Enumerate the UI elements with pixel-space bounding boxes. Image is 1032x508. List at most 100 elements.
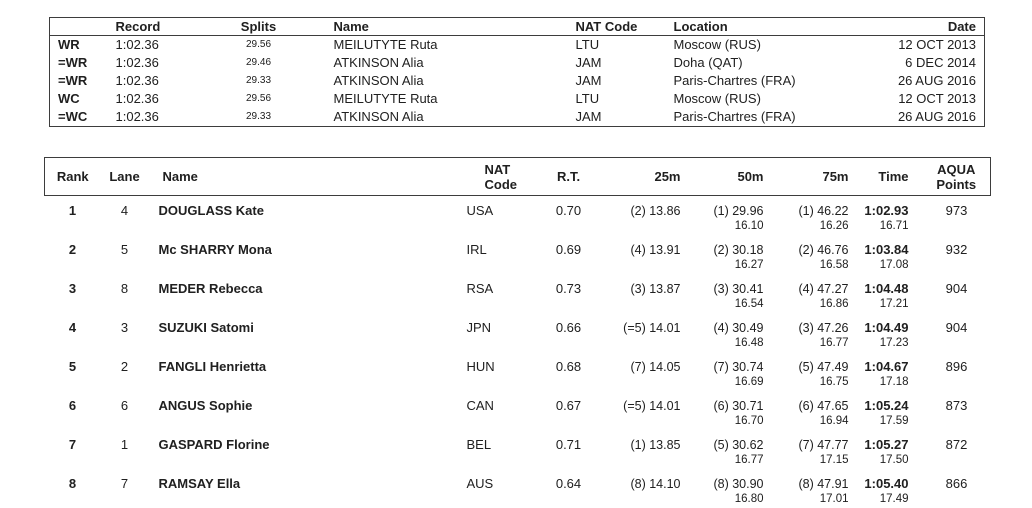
records-header-row: Record Splits Name NAT Code Location Dat… (49, 18, 985, 36)
record-row: WC 1:02.36 29.56 MEILUTYTE Ruta LTU Mosc… (50, 90, 985, 108)
result-nat-code: CAN (466, 398, 494, 413)
result-row: 3 8 MEDER Rebecca RSA 0.73 (3) 13.87 (3)… (45, 274, 991, 313)
result-aqua-points: 896 (945, 359, 968, 374)
result-nat-code: AUS (466, 476, 494, 491)
result-row: 6 6 ANGUS Sophie CAN 0.67 (=5) 14.01 (6)… (45, 391, 991, 430)
record-row: WR 1:02.36 29.56 MEILUTYTE Ruta LTU Mosc… (50, 36, 985, 55)
result-50m-split: (2) 30.18 16.27 (713, 243, 764, 271)
record-splits: 29.46 (245, 57, 272, 68)
result-rank: 3 (68, 281, 77, 296)
result-final-time: 1:04.49 17.23 (864, 320, 909, 350)
record-time: 1:02.36 (115, 91, 159, 106)
result-lane: 1 (120, 437, 129, 452)
result-50m-split: (8) 30.90 16.80 (713, 477, 764, 505)
results-header-row: Rank Lane Name NAT Code R.T. 25m 50m 75m… (44, 157, 991, 196)
result-rank: 1 (68, 203, 77, 218)
result-swimmer-name: GASPARD Florine (158, 437, 270, 452)
result-75m-split: (7) 47.77 17.15 (798, 438, 849, 466)
result-lane: 7 (120, 476, 129, 491)
results-document-page: Record Splits Name NAT Code Location Dat… (44, 17, 991, 505)
result-rank: 5 (68, 359, 77, 374)
record-splits: 29.33 (245, 75, 272, 86)
result-reaction-time: 0.71 (555, 437, 582, 452)
result-row: 2 5 Mc SHARRY Mona IRL 0.69 (4) 13.91 (2… (45, 235, 991, 274)
result-aqua-points: 873 (945, 398, 968, 413)
record-holder-name: ATKINSON Alia (333, 73, 424, 88)
result-25m-split: (2) 13.86 (630, 204, 681, 218)
records-header-splits: Splits (240, 19, 277, 34)
result-lane: 2 (120, 359, 129, 374)
result-25m-split: (=5) 14.01 (623, 399, 681, 413)
records-table: Record Splits Name NAT Code Location Dat… (49, 17, 985, 127)
results-header-75m: 75m (773, 157, 859, 196)
record-date: 26 AUG 2016 (897, 73, 976, 88)
result-swimmer-name: MEDER Rebecca (158, 281, 263, 296)
result-swimmer-name: RAMSAY Ella (158, 476, 241, 491)
result-nat-code: JPN (466, 320, 492, 335)
result-lane: 8 (120, 281, 129, 296)
result-aqua-points: 904 (945, 320, 968, 335)
record-type: WC (58, 91, 80, 106)
record-holder-name: ATKINSON Alia (333, 109, 424, 124)
record-row: =WC 1:02.36 29.33 ATKINSON Alia JAM Pari… (50, 108, 985, 127)
record-holder-name: MEILUTYTE Ruta (333, 37, 438, 52)
result-75m-split: (4) 47.27 16.86 (798, 282, 849, 310)
records-header-date: Date (947, 19, 976, 34)
result-25m-split: (8) 14.10 (630, 477, 681, 491)
result-nat-code: HUN (466, 359, 495, 374)
result-row: 8 7 RAMSAY Ella AUS 0.64 (8) 14.10 (8) 3… (45, 469, 991, 508)
result-aqua-points: 904 (945, 281, 968, 296)
result-75m-split: (5) 47.49 16.75 (798, 360, 849, 388)
record-nat-code: JAM (575, 73, 602, 88)
record-splits: 29.33 (245, 111, 272, 122)
result-nat-code: RSA (466, 281, 494, 296)
result-50m-split: (3) 30.41 16.54 (713, 282, 764, 310)
result-lane: 5 (120, 242, 129, 257)
result-75m-split: (1) 46.22 16.26 (798, 204, 849, 232)
result-rank: 2 (68, 242, 77, 257)
result-75m-split: (8) 47.91 17.01 (798, 477, 849, 505)
result-row: 4 3 SUZUKI Satomi JPN 0.66 (=5) 14.01 (4… (45, 313, 991, 352)
record-date: 12 OCT 2013 (898, 91, 976, 106)
record-row: =WR 1:02.36 29.33 ATKINSON Alia JAM Pari… (50, 72, 985, 90)
result-nat-code: IRL (466, 242, 487, 257)
result-swimmer-name: FANGLI Henrietta (158, 359, 267, 374)
result-rank: 4 (68, 320, 77, 335)
record-type: =WC (58, 109, 88, 124)
record-type: WR (58, 37, 80, 52)
record-nat-code: LTU (575, 37, 600, 52)
result-50m-split: (1) 29.96 16.10 (713, 204, 764, 232)
result-final-time: 1:04.48 17.21 (864, 281, 909, 311)
result-25m-split: (=5) 14.01 (623, 321, 681, 335)
record-type: =WR (58, 55, 88, 70)
result-rank: 7 (68, 437, 77, 452)
results-header-aqua-points: AQUA Points (922, 157, 991, 196)
result-swimmer-name: SUZUKI Satomi (158, 320, 254, 335)
result-75m-split: (2) 46.76 16.58 (798, 243, 849, 271)
result-aqua-points: 932 (945, 242, 968, 257)
record-date: 12 OCT 2013 (898, 37, 976, 52)
result-aqua-points: 872 (945, 437, 968, 452)
record-location: Paris-Chartres (FRA) (673, 109, 796, 124)
result-row: 7 1 GASPARD Florine BEL 0.71 (1) 13.85 (… (45, 430, 991, 469)
records-header-location: Location (673, 19, 728, 34)
result-row: 5 2 FANGLI Henrietta HUN 0.68 (7) 14.05 … (45, 352, 991, 391)
result-aqua-points: 973 (945, 203, 968, 218)
result-75m-split: (6) 47.65 16.94 (798, 399, 849, 427)
record-date: 6 DEC 2014 (905, 55, 976, 70)
result-swimmer-name: ANGUS Sophie (158, 398, 253, 413)
record-nat-code: JAM (575, 55, 602, 70)
result-reaction-time: 0.70 (555, 203, 582, 218)
result-lane: 6 (120, 398, 129, 413)
results-header-50m: 50m (688, 157, 774, 196)
result-nat-code: USA (466, 203, 494, 218)
record-row: =WR 1:02.36 29.46 ATKINSON Alia JAM Doha… (50, 54, 985, 72)
result-75m-split: (3) 47.26 16.77 (798, 321, 849, 349)
result-final-time: 1:05.24 17.59 (864, 398, 909, 428)
records-header-nat-code: NAT Code (575, 19, 638, 34)
record-time: 1:02.36 (115, 73, 159, 88)
result-50m-split: (6) 30.71 16.70 (713, 399, 764, 427)
result-reaction-time: 0.66 (555, 320, 582, 335)
result-reaction-time: 0.68 (555, 359, 582, 374)
result-rank: 8 (68, 476, 77, 491)
